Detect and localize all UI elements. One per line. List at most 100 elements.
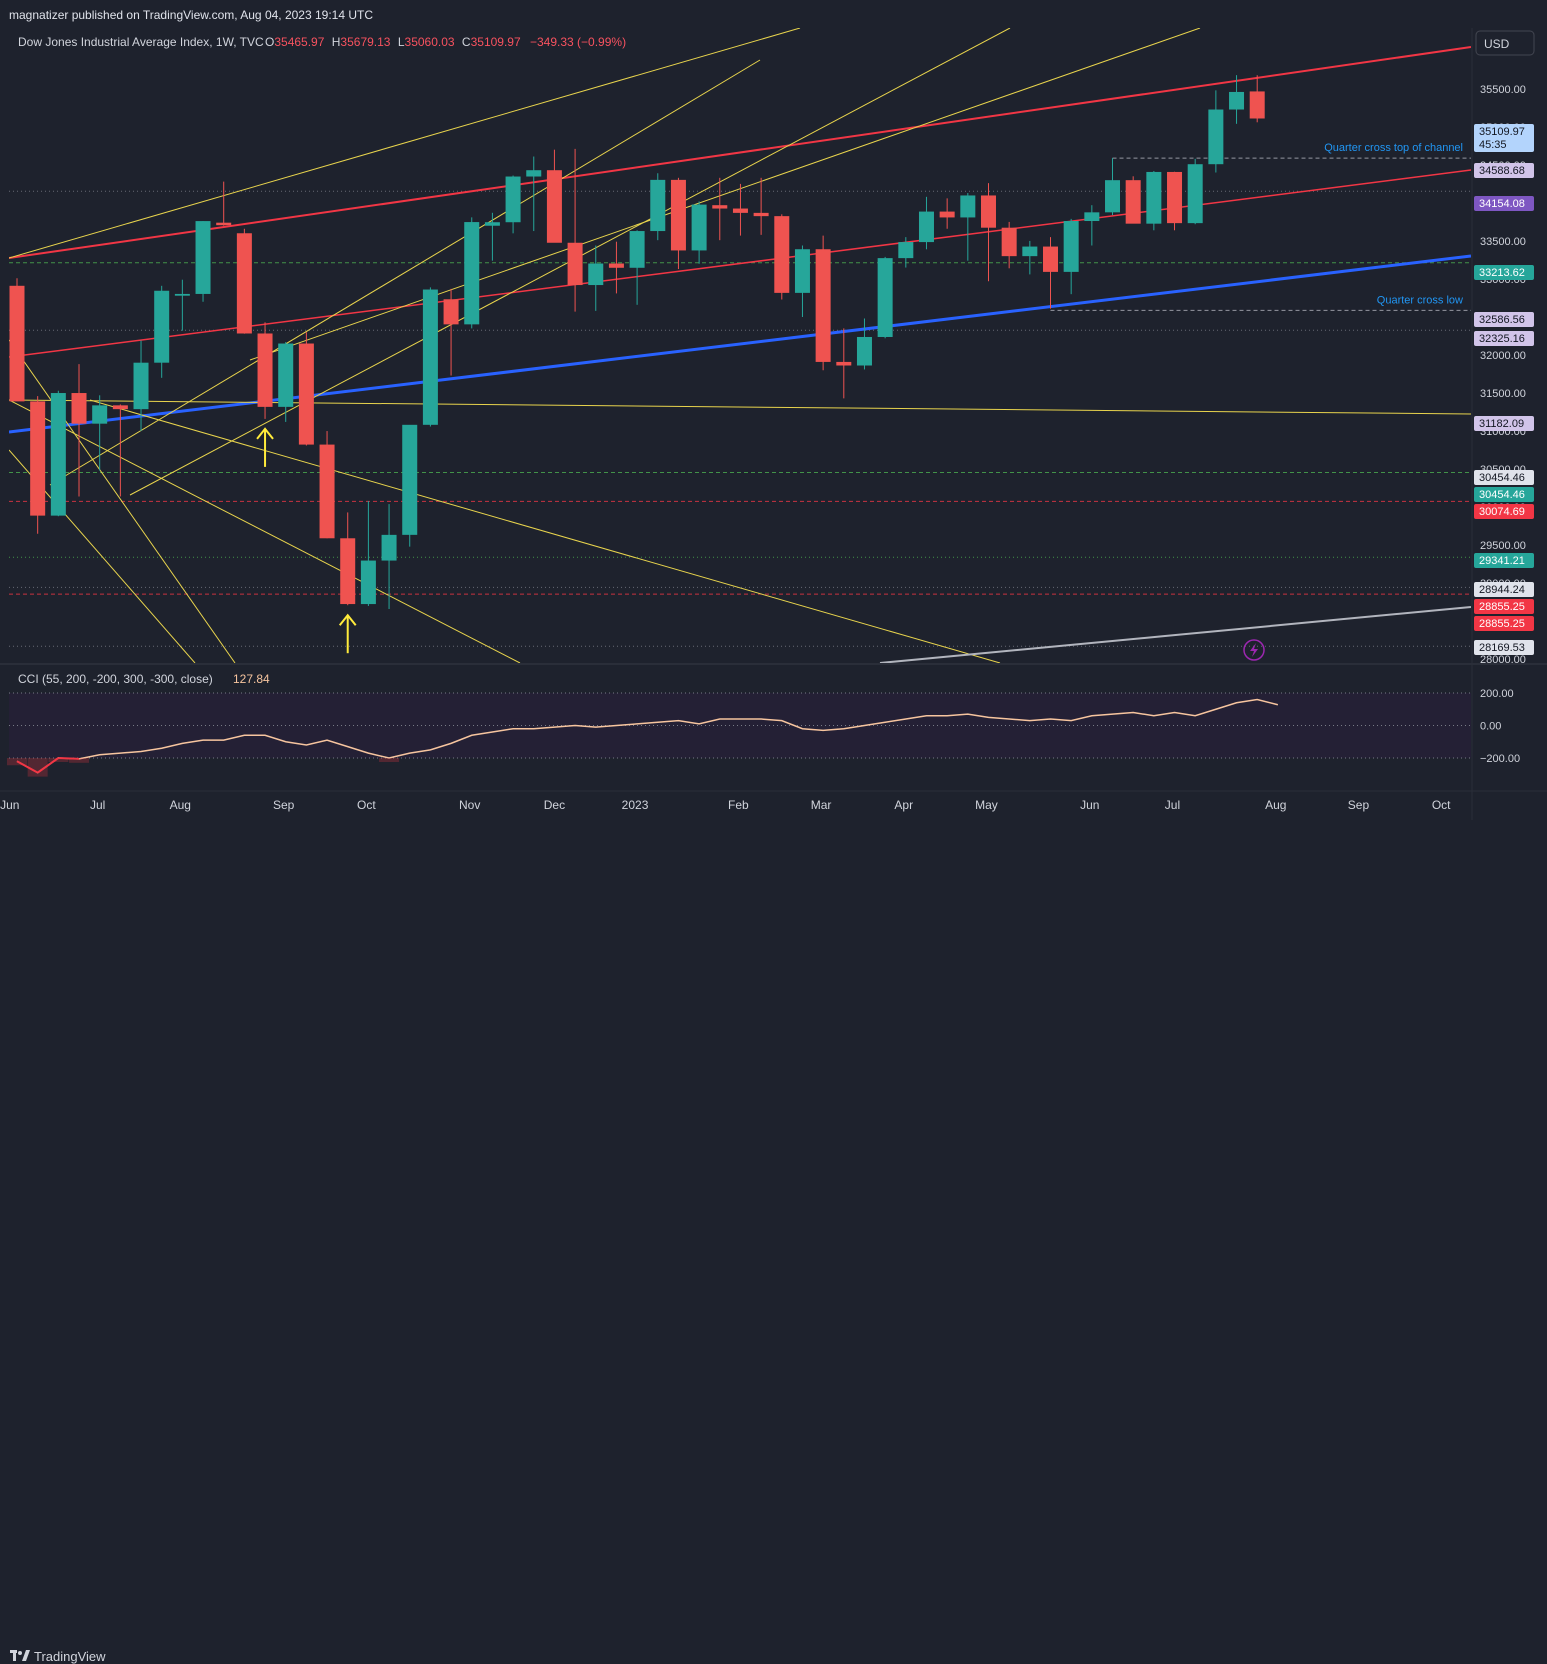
candle-body (381, 534, 397, 561)
legend-h-label: H (332, 35, 341, 49)
candle (960, 193, 976, 261)
time-tick-label: Dec (544, 798, 565, 812)
candle (753, 177, 769, 235)
candle (360, 501, 376, 606)
arrow-head (338, 613, 357, 626)
candle-body (298, 343, 314, 445)
candle-body (1208, 109, 1224, 165)
header-bar: magnatizer published on TradingView.com,… (0, 0, 1547, 28)
candle (1208, 90, 1224, 173)
candle-body (1187, 164, 1203, 224)
price-tick-label: 28000.00 (1480, 654, 1526, 666)
cci-oversold-fill (379, 758, 400, 762)
candle-body (1001, 227, 1017, 257)
candle-body (1167, 171, 1183, 224)
candle (464, 217, 480, 329)
candle-body (980, 195, 996, 228)
price-axis-label-value: 30074.69 (1479, 506, 1525, 518)
candle (1001, 221, 1017, 269)
trend-line (9, 28, 801, 259)
time-tick-label: Sep (1348, 798, 1370, 812)
price-axis-label: 28855.25 (1474, 616, 1534, 631)
candle-body (133, 362, 149, 410)
cci-legend-label: CCI (55, 200, -200, 300, -300, close) (18, 672, 213, 686)
candle-body (1105, 180, 1121, 213)
candle-body (1022, 246, 1038, 257)
footer-bar: TradingView (0, 820, 1547, 1664)
legend-change: −349.33 (−0.99%) (530, 35, 626, 49)
trend-line (9, 399, 521, 663)
candle-body (732, 208, 748, 213)
time-tick-label: Aug (170, 798, 191, 812)
candle-body (505, 176, 521, 223)
candle-body (30, 401, 46, 516)
candle-body (464, 222, 480, 325)
cci-oversold-fill (48, 758, 69, 762)
price-axis-label-bg (1474, 599, 1534, 614)
candle (939, 198, 955, 229)
trend-line (249, 28, 1201, 361)
tradingview-brand: TradingView (34, 1649, 106, 1664)
price-axis-label-value: 28855.25 (1479, 618, 1525, 630)
price-axis-label-bg (1474, 487, 1534, 502)
candle (257, 322, 273, 419)
candle-body (650, 179, 666, 232)
candle (92, 395, 108, 471)
candle (1022, 240, 1038, 275)
currency-button-label[interactable]: USD (1484, 37, 1510, 51)
candle (608, 241, 624, 294)
time-tick-label: May (975, 798, 998, 812)
price-axis-label-bg (1474, 265, 1534, 280)
candle-body (774, 216, 790, 293)
candle-body (71, 393, 87, 424)
trend-line (49, 59, 761, 486)
candle-body (1043, 246, 1058, 272)
price-axis-label-value: 28169.53 (1479, 642, 1525, 654)
annotation-text: Quarter cross top of channel (1324, 142, 1463, 154)
candle (898, 237, 914, 268)
price-axis-label: 32325.16 (1474, 331, 1534, 346)
cci-tick-label: −200.00 (1480, 753, 1520, 765)
time-tick-label: Jul (90, 798, 105, 812)
candle (918, 196, 934, 250)
candle (650, 173, 666, 241)
candle (856, 318, 872, 370)
price-axis-label-bg (1474, 416, 1534, 431)
candle (526, 156, 542, 232)
currency-button[interactable]: USD (1475, 30, 1535, 56)
candle-body (960, 195, 976, 218)
candle-body (319, 444, 335, 539)
candle (298, 332, 314, 446)
candle-body (856, 336, 872, 366)
arrow-up-icon (256, 427, 274, 467)
price-axis-label-value: 28855.25 (1479, 601, 1525, 613)
time-tick-label: Nov (459, 798, 480, 812)
price-axis-label-value: 31182.09 (1479, 418, 1524, 430)
candle-body (939, 211, 955, 218)
price-chart[interactable]: 200.000.00−200.0036000.0035500.0035000.0… (0, 0, 1547, 855)
candle (9, 278, 25, 402)
candle-body (898, 242, 914, 259)
price-axis-label: 34588.68 (1474, 163, 1534, 178)
trend-line (9, 169, 1471, 358)
tradingview-logo-icon (10, 1650, 30, 1661)
candle (546, 149, 562, 243)
candle (340, 512, 356, 606)
candle-body (484, 222, 500, 226)
price-axis-label-bg (1474, 124, 1534, 152)
price-tick-label: 32000.00 (1480, 350, 1526, 362)
lightning-icon[interactable] (1243, 639, 1265, 661)
candle (1249, 75, 1265, 123)
price-axis-label-bg (1474, 582, 1534, 597)
candle (381, 504, 397, 610)
cci-band (9, 693, 1471, 758)
price-tick-label: 31500.00 (1480, 388, 1526, 400)
candle-body (794, 249, 810, 293)
candle-body (422, 289, 438, 425)
legend-c-label: C (462, 35, 471, 49)
candle-body (360, 560, 376, 605)
currency-button-frame[interactable] (1475, 30, 1535, 56)
publish-info: magnatizer published on TradingView.com,… (9, 8, 374, 22)
price-axis-label-value: 33213.62 (1479, 267, 1525, 279)
cci-line (16, 698, 1279, 774)
